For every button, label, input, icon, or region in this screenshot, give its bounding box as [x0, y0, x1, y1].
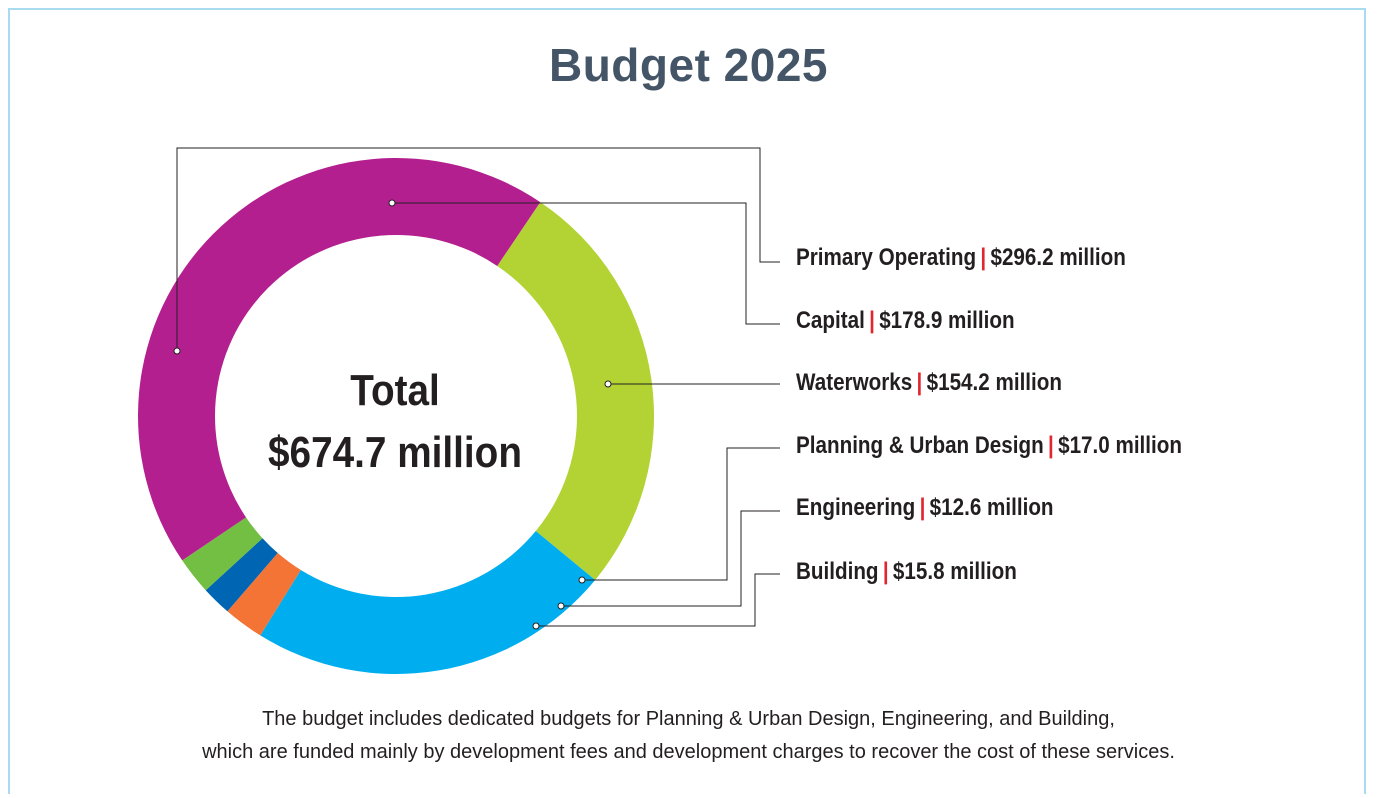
leader-dot-building: [532, 622, 540, 630]
leader-dot-planning-urban-design: [578, 576, 586, 584]
slice-primary-operating: [138, 158, 541, 561]
slice-engineering: [205, 538, 278, 612]
legend-name: Primary Operating: [796, 244, 977, 271]
legend-name: Engineering: [796, 494, 916, 521]
legend-separator: |: [1048, 432, 1054, 459]
leader-dot-primary-operating: [173, 347, 181, 355]
footnote-line-2: which are funded mainly by development f…: [202, 741, 1175, 763]
legend-value: $15.8 million: [892, 558, 1017, 585]
total-value: $674.7 million: [268, 428, 522, 477]
chart-frame: [8, 8, 1366, 794]
total-label: Total: [350, 366, 440, 415]
legend-name: Capital: [796, 307, 865, 334]
leader-dot-engineering: [557, 602, 565, 610]
legend-separator: |: [919, 494, 926, 521]
leader-line-engineering: [561, 510, 780, 607]
legend-value: $154.2 million: [926, 369, 1062, 396]
legend-name: Planning & Urban Design: [796, 432, 1044, 459]
legend-value: $178.9 million: [879, 307, 1015, 334]
legend-waterworks: Waterworks | $154.2 million: [796, 369, 1062, 397]
chart-title: Budget 2025: [548, 39, 829, 91]
leader-dot-capital: [388, 199, 396, 207]
slice-building: [182, 517, 263, 591]
slice-planning-urban-design: [227, 553, 301, 636]
legend-value: $17.0 million: [1058, 432, 1182, 459]
legend-primary-operating: Primary Operating | $296.2 million: [796, 244, 1126, 272]
leader-line-primary-operating: [176, 147, 780, 351]
leader-line-capital: [392, 202, 780, 325]
legend-separator: |: [882, 558, 889, 585]
legend-building: Building | $15.8 million: [796, 558, 1017, 586]
legend-separator: |: [980, 244, 987, 271]
legend-separator: |: [916, 369, 923, 396]
leader-line-building: [536, 573, 780, 627]
slice-capital: [497, 202, 654, 580]
legend-value: $296.2 million: [990, 244, 1126, 271]
leader-dot-waterworks: [604, 380, 612, 388]
slice-waterworks: [260, 531, 596, 675]
legend-planning-urban-design: Planning & Urban Design | $17.0 million: [796, 432, 1182, 460]
legend-engineering: Engineering | $12.6 million: [796, 494, 1054, 522]
legend-capital: Capital | $178.9 million: [796, 307, 1015, 335]
legend-value: $12.6 million: [929, 494, 1054, 521]
legend-name: Building: [796, 558, 879, 585]
legend-separator: |: [869, 307, 875, 334]
legend-name: Waterworks: [796, 369, 913, 396]
footnote-line-1: The budget includes dedicated budgets fo…: [262, 708, 1115, 730]
leader-line-planning-urban-design: [582, 447, 780, 581]
